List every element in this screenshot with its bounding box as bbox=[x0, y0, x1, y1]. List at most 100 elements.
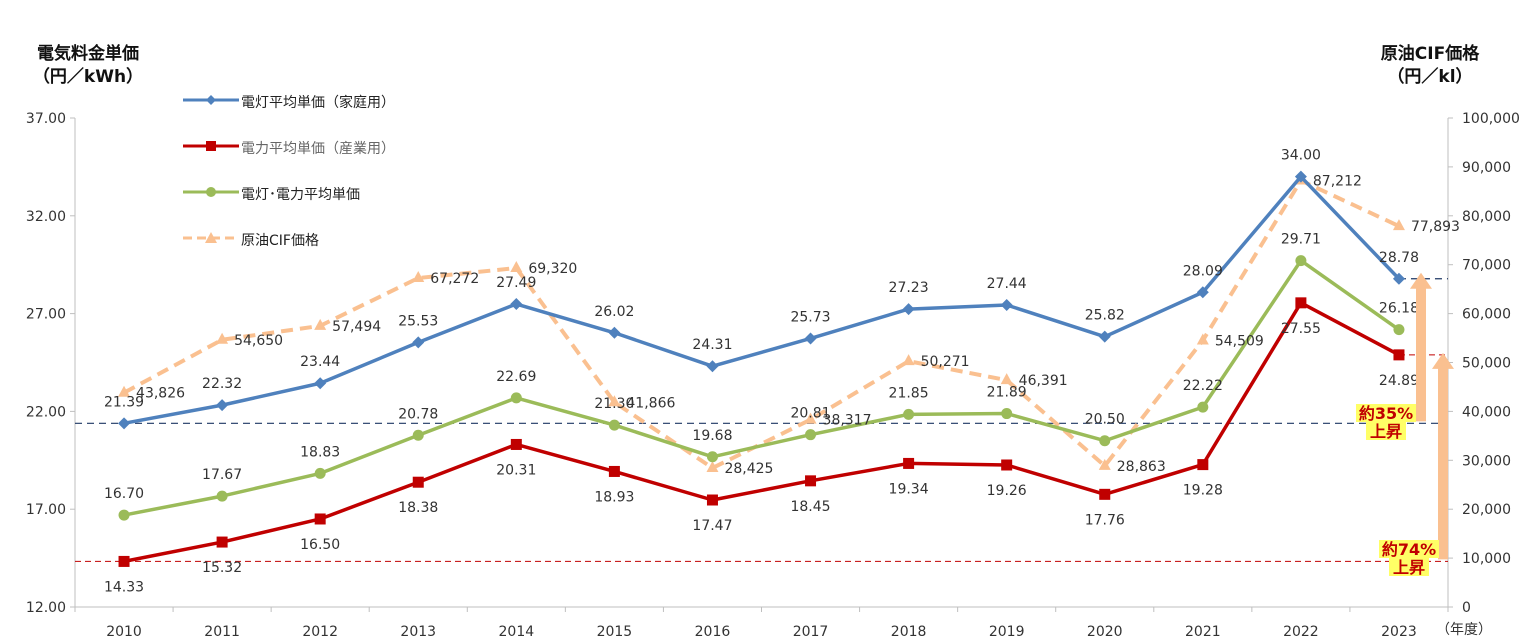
data-point bbox=[510, 298, 523, 311]
right-axis-title-line1: 原油CIF価格 bbox=[1380, 44, 1480, 64]
y-right-tick-label: 30,000 bbox=[1462, 453, 1511, 469]
data-label: 54,509 bbox=[1215, 333, 1264, 349]
data-point bbox=[118, 555, 130, 567]
data-point bbox=[314, 377, 327, 390]
y-left-tick-label: 17.00 bbox=[26, 502, 66, 518]
y-left-tick-label: 27.00 bbox=[26, 307, 66, 323]
data-point bbox=[216, 399, 229, 412]
y-right-tick-label: 0 bbox=[1462, 600, 1471, 616]
data-point bbox=[1001, 459, 1013, 471]
data-label: 54,650 bbox=[234, 333, 283, 349]
data-label: 27.23 bbox=[889, 280, 929, 296]
left-axis-title: 電気料金単価 （円／kWh） bbox=[18, 43, 158, 89]
data-point bbox=[1294, 170, 1307, 183]
data-label: 69,320 bbox=[528, 261, 577, 277]
data-label: 41,866 bbox=[626, 395, 675, 411]
data-label: 19.26 bbox=[987, 483, 1027, 499]
y-right-tick-label: 70,000 bbox=[1462, 258, 1511, 274]
data-label: 28,863 bbox=[1117, 459, 1166, 475]
x-tick-label: 2020 bbox=[1087, 624, 1123, 637]
data-label: 28.78 bbox=[1379, 250, 1419, 266]
data-label: 16.50 bbox=[300, 537, 340, 553]
data-label: 50,271 bbox=[921, 354, 970, 370]
data-label: 19.28 bbox=[1183, 483, 1223, 499]
data-label: 29.71 bbox=[1281, 232, 1321, 248]
data-point bbox=[1196, 286, 1209, 299]
y-right-tick-label: 60,000 bbox=[1462, 307, 1511, 323]
data-label: 77,893 bbox=[1411, 219, 1460, 235]
data-point bbox=[608, 326, 621, 339]
data-point bbox=[510, 261, 523, 273]
data-label: 57,494 bbox=[332, 319, 381, 335]
data-point bbox=[412, 476, 424, 488]
data-label: 24.89 bbox=[1379, 373, 1419, 389]
data-label: 20.31 bbox=[496, 462, 536, 478]
y-right-tick-label: 40,000 bbox=[1462, 404, 1511, 420]
data-point bbox=[118, 417, 131, 430]
data-label: 18.83 bbox=[300, 444, 340, 460]
data-point bbox=[805, 475, 817, 487]
series-line bbox=[123, 258, 1400, 517]
legend-label: 電力平均単価（産業用） bbox=[241, 141, 395, 157]
data-label: 18.38 bbox=[398, 500, 438, 516]
data-label: 38,317 bbox=[823, 413, 872, 429]
data-label: 22.69 bbox=[496, 369, 536, 385]
series-line bbox=[123, 301, 1400, 564]
data-label: 28,425 bbox=[724, 461, 773, 477]
data-point bbox=[804, 332, 817, 345]
x-tick-label: 2014 bbox=[499, 624, 535, 637]
data-point bbox=[706, 451, 718, 463]
legend-label: 電灯･電力平均単価 bbox=[241, 187, 360, 203]
right-axis-title-line2: （円／kl） bbox=[1387, 67, 1473, 87]
y-right-tick-label: 50,000 bbox=[1462, 356, 1511, 372]
data-label: 18.93 bbox=[594, 489, 634, 505]
data-point bbox=[314, 513, 326, 525]
legend-swatch-residential bbox=[183, 95, 239, 105]
increase-arrow-residential bbox=[1410, 272, 1432, 422]
x-tick-label: 2015 bbox=[597, 624, 633, 637]
data-label: 21.89 bbox=[987, 385, 1027, 401]
badge-74-label-bottom: 上昇 bbox=[1393, 558, 1425, 577]
data-label: 25.53 bbox=[398, 313, 438, 329]
data-label: 24.31 bbox=[692, 337, 732, 353]
y-left-tick-label: 22.00 bbox=[26, 404, 66, 420]
data-point bbox=[510, 438, 522, 450]
data-point bbox=[1001, 408, 1013, 420]
x-tick-label: 2021 bbox=[1185, 624, 1221, 637]
data-label: 17.67 bbox=[202, 467, 242, 483]
data-point bbox=[412, 336, 425, 349]
data-point bbox=[706, 494, 718, 506]
data-point bbox=[903, 408, 915, 420]
data-point bbox=[216, 536, 228, 548]
badge-35-bg-top bbox=[1356, 404, 1416, 422]
badge-35-label-top: 約35% bbox=[1359, 404, 1413, 423]
x-axis-unit-label: （年度） bbox=[1436, 622, 1492, 637]
data-point bbox=[510, 392, 522, 404]
data-point bbox=[1000, 298, 1013, 311]
data-label: 20.50 bbox=[1085, 412, 1125, 428]
data-point bbox=[1197, 459, 1209, 471]
data-label: 19.68 bbox=[692, 428, 732, 444]
badge-74-label-top: 約74% bbox=[1382, 540, 1436, 559]
data-label: 21.39 bbox=[104, 394, 144, 410]
data-label: 27.44 bbox=[987, 276, 1027, 292]
y-right-tick-label: 100,000 bbox=[1462, 111, 1520, 127]
data-label: 26.02 bbox=[594, 304, 634, 320]
data-label: 21.85 bbox=[889, 385, 929, 401]
data-point bbox=[1000, 373, 1013, 385]
x-tick-label: 2013 bbox=[400, 624, 436, 637]
right-axis-title: 原油CIF価格 （円／kl） bbox=[1355, 43, 1505, 89]
x-tick-label: 2010 bbox=[106, 624, 142, 637]
data-label: 26.18 bbox=[1379, 301, 1419, 317]
data-point bbox=[1392, 219, 1405, 231]
x-tick-label: 2011 bbox=[204, 624, 240, 637]
data-label: 25.82 bbox=[1085, 308, 1125, 324]
data-label: 14.33 bbox=[104, 579, 144, 595]
y-right-tick-label: 20,000 bbox=[1462, 502, 1511, 518]
data-label: 87,212 bbox=[1313, 174, 1362, 190]
data-point bbox=[1098, 330, 1111, 343]
data-label: 22.32 bbox=[202, 376, 242, 392]
data-point bbox=[902, 354, 915, 366]
data-point bbox=[608, 395, 621, 407]
